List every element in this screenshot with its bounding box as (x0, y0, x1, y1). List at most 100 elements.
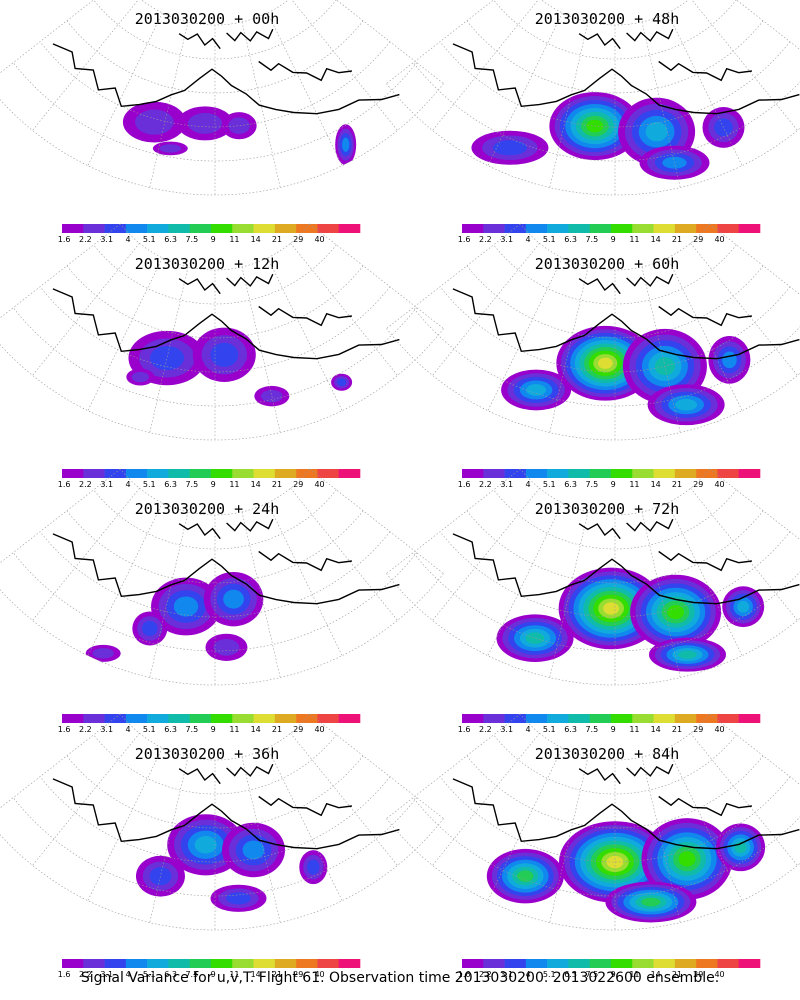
colorbar-swatch (168, 469, 191, 478)
shaded-variance-region (242, 840, 265, 860)
colorbar-tick-label: 11 (229, 235, 239, 244)
colorbar-tick-label: 2.2 (79, 235, 92, 244)
colorbar-swatch (211, 714, 233, 723)
shaded-variance-region (228, 117, 250, 135)
coastline (52, 288, 222, 353)
colorbar-tick-label: 5.1 (143, 725, 156, 734)
panel-title: 2013030200 + 00h (135, 10, 280, 28)
coastline (220, 75, 400, 115)
colorbar-tick-label: 9 (611, 970, 616, 979)
graticule-meridian (149, 756, 189, 923)
colorbar-tick-label: 7.5 (185, 725, 198, 734)
graticule-parallel (466, 265, 764, 339)
colorbar-swatch (232, 959, 254, 968)
colorbar-tick-label: 11 (629, 970, 639, 979)
colorbar-tick-label: 7.5 (185, 235, 198, 244)
coastline (52, 778, 222, 843)
colorbar-swatch (611, 714, 633, 723)
graticule-parallel (39, 531, 391, 618)
graticule-parallel (493, 734, 737, 795)
colorbar-tick-label: 11 (229, 970, 239, 979)
colorbar-tick-label: 4 (125, 480, 130, 489)
colorbar-tick-label: 9 (211, 725, 216, 734)
shaded-variance-region (131, 371, 149, 383)
colorbar-swatch (62, 714, 84, 723)
colorbar-swatch (632, 469, 654, 478)
graticule-meridian (0, 713, 121, 809)
graticule-parallel (0, 573, 444, 686)
coastline (220, 565, 400, 605)
colorbar-tick-label: 5.1 (143, 235, 156, 244)
colorbar-swatch (462, 469, 484, 478)
graticule-parallel (439, 531, 791, 618)
colorbar-swatch (738, 469, 761, 478)
graticule-meridian (290, 243, 398, 376)
graticule-meridian (641, 511, 681, 678)
graticule-parallel (439, 776, 791, 863)
colorbar-tick-label: 6.3 (164, 480, 177, 489)
colorbar-tick-label: 14 (651, 480, 661, 489)
colorbar-tick-label: 11 (229, 480, 239, 489)
graticule-parallel (93, 0, 337, 60)
shaded-variance-region (678, 650, 697, 659)
colorbar-swatch (189, 224, 212, 233)
coastline (658, 795, 752, 817)
graticule-meridian (386, 468, 521, 574)
graticule-meridian (87, 502, 163, 656)
colorbar-swatch (189, 469, 212, 478)
shaded-variance-region (492, 140, 528, 156)
graticule-meridian (87, 747, 163, 901)
colorbar-tick-label: 40 (314, 480, 324, 489)
graticule-meridian (667, 502, 743, 656)
coastline (626, 763, 674, 777)
colorbar-tick-label: 29 (293, 480, 303, 489)
coastline (620, 810, 800, 850)
graticule-meridian (641, 21, 681, 188)
colorbar-swatch (717, 469, 740, 478)
shaded-variance-region (526, 384, 547, 396)
colorbar-tick-label: 9 (211, 480, 216, 489)
graticule-parallel (66, 20, 364, 94)
colorbar-swatch (738, 714, 761, 723)
colorbar-tick-label: 14 (251, 725, 261, 734)
panel-title: 2013030200 + 48h (535, 10, 680, 28)
map-sector (122, 101, 357, 166)
colorbar-tick-label: 1.6 (458, 480, 471, 489)
graticule-parallel (13, 552, 417, 652)
colorbar-swatch (211, 224, 233, 233)
colorbar-swatch (83, 224, 105, 233)
graticule-parallel (493, 0, 737, 60)
shaded-variance-region (307, 859, 320, 875)
colorbar-swatch (547, 714, 569, 723)
shaded-variance-region (149, 345, 185, 371)
graticule-meridian (432, 243, 540, 376)
graticule-meridian (87, 257, 163, 411)
colorbar-swatch (547, 959, 569, 968)
coastline (178, 523, 221, 540)
colorbar-tick-label: 29 (293, 970, 303, 979)
coastline (578, 768, 621, 785)
colorbar-tick-label: 29 (293, 725, 303, 734)
graticule-meridian (487, 12, 563, 166)
shaded-variance-region (213, 638, 240, 656)
colorbar-swatch (274, 224, 297, 233)
graticule-meridian (241, 756, 281, 923)
colorbar-tick-label: 9 (211, 970, 216, 979)
graticule-parallel (120, 468, 310, 516)
coastline (452, 43, 622, 108)
colorbar-tick-label: 1.6 (58, 725, 71, 734)
coastline (220, 810, 400, 850)
figure-caption: Signal Variance for u,v,T. Flight 61. Ob… (81, 970, 719, 986)
colorbar: 1.6 2.2 3.1 4 5.1 6.3 7.5 9 11 14 21 29 40 (58, 959, 361, 979)
graticule-meridian (487, 502, 563, 656)
graticule-parallel (13, 307, 417, 407)
graticule-parallel (39, 776, 391, 863)
colorbar-swatch (525, 959, 548, 968)
graticule-parallel (0, 818, 444, 931)
shaded-variance-region (173, 596, 199, 617)
graticule-parallel (386, 818, 800, 931)
graticule-meridian (267, 747, 343, 901)
colorbar-swatch (62, 469, 84, 478)
graticule-meridian (690, 733, 798, 866)
coastline (658, 305, 752, 327)
